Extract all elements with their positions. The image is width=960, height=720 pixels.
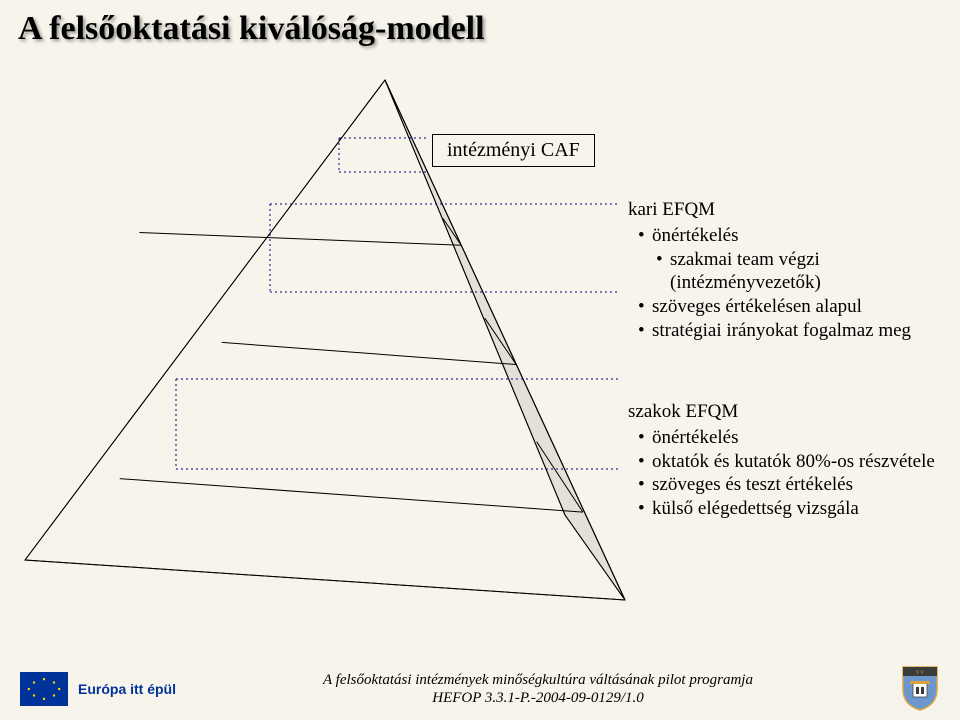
level2-bullet: oktatók és kutatók 80%-os részvétele [638, 450, 958, 474]
footer-center: A felsőoktatási intézmények minőségkultú… [176, 671, 900, 707]
footer-right: V V [900, 663, 940, 716]
footer-left: Európa itt épül [20, 672, 176, 706]
caf-label-text: intézményi CAF [447, 139, 580, 161]
svg-text:V V: V V [916, 671, 925, 676]
level2-bullet: szöveges és teszt értékelés [638, 473, 958, 497]
level1-bullet: önértékelés [638, 224, 948, 248]
level1-bullet: szakmai team végzi (intézményvezetők) [656, 248, 948, 296]
caf-label-box: intézményi CAF [432, 134, 595, 167]
level1-box: kari EFQMönértékelésszakmai team végzi (… [628, 198, 948, 343]
level2-bullet: önértékelés [638, 426, 958, 450]
level2-header: szakok EFQM [628, 400, 958, 424]
level2-box: szakok EFQMönértékelésoktatók és kutatók… [628, 400, 958, 521]
footer-line-1: A felsőoktatási intézmények minőségkultú… [176, 671, 900, 689]
level2-bullet: külső elégedettség vizsgála [638, 497, 958, 521]
page-title: A felsőoktatási kiválóság-modell [18, 10, 485, 48]
level1-header: kari EFQM [628, 198, 948, 222]
level1-bullet: stratégiai irányokat fogalmaz meg [638, 319, 948, 343]
university-crest-icon: V V [900, 663, 940, 711]
level1-bullet: szöveges értékelésen alapul [638, 295, 948, 319]
footer: Európa itt épül A felsőoktatási intézmén… [0, 658, 960, 720]
eu-slogan: Európa itt épül [78, 681, 176, 697]
eu-flag-icon [20, 672, 68, 706]
footer-line-2: HEFOP 3.3.1-P.-2004-09-0129/1.0 [176, 689, 900, 707]
